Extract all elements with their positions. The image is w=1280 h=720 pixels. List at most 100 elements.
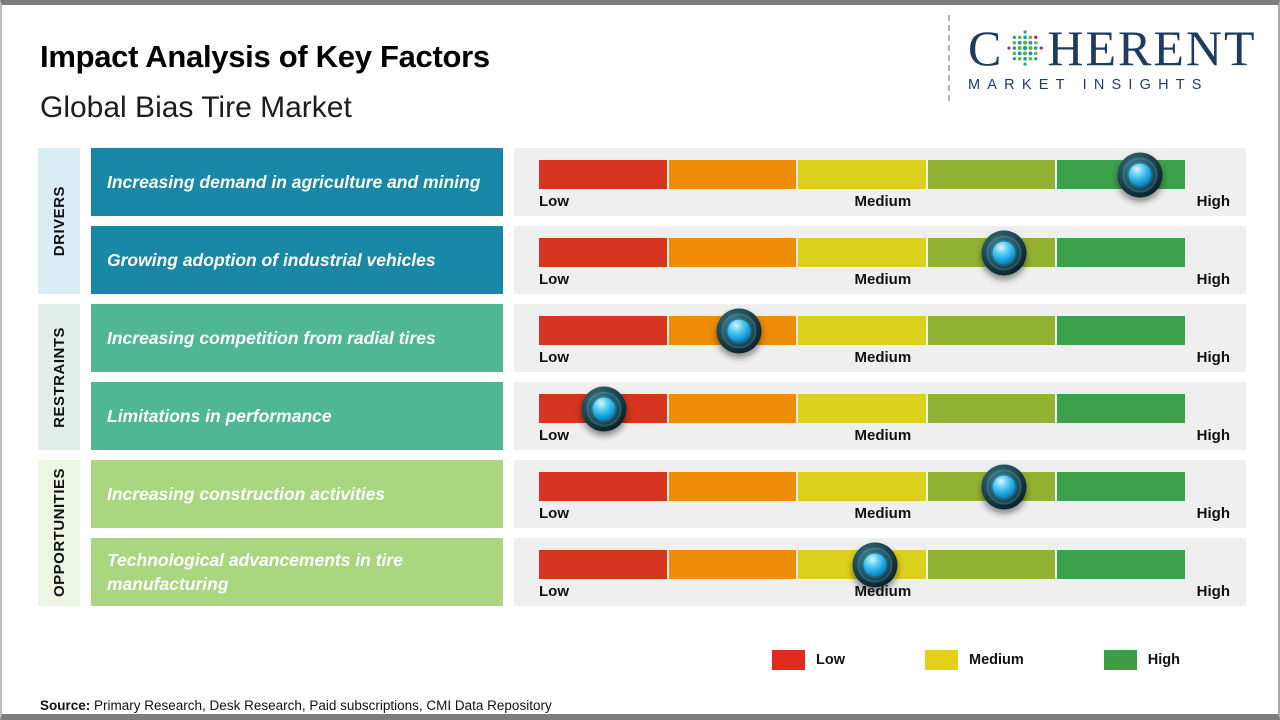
globe-icon (1007, 30, 1044, 66)
scale-label-medium: Medium (854, 193, 912, 210)
page-title: Impact Analysis of Key Factors (40, 39, 490, 74)
legend-swatch-low (772, 650, 805, 670)
knob-core (727, 319, 751, 342)
scale-label-high: High (1196, 505, 1230, 522)
impact-scale-bar (539, 152, 1185, 197)
scale-segment (668, 550, 797, 579)
scale-label-high: High (1196, 193, 1230, 210)
scale-segment (798, 238, 926, 267)
category-label-drivers: DRIVERS (50, 185, 68, 257)
scale-segment (539, 238, 667, 267)
scale-segment (539, 316, 667, 345)
legend-item-low: Low (772, 650, 845, 670)
scale-label-low: Low (539, 505, 569, 522)
impact-panel: Low Medium High (514, 304, 1246, 372)
scale-segment (668, 238, 797, 267)
impact-scale-bar (539, 308, 1185, 353)
scale-labels: Low Medium High (539, 271, 1230, 288)
scale-segment (668, 472, 797, 501)
scale-segment (798, 316, 926, 345)
scale-segment (539, 550, 667, 579)
scale-segment (927, 550, 1056, 579)
impact-slider-knob[interactable] (981, 230, 1027, 275)
brand-logo: C HERENT MARKET INSIGHTS (968, 23, 1264, 93)
impact-panel: Low Medium High (514, 538, 1246, 606)
scale-label-medium: Medium (854, 271, 912, 288)
scale-label-medium: Medium (854, 583, 912, 600)
factor-box: Increasing demand in agriculture and min… (91, 148, 503, 216)
brand-tagline: MARKET INSIGHTS (968, 77, 1209, 93)
scale-label-high: High (1196, 583, 1230, 600)
source-note: Source: Primary Research, Desk Research,… (40, 698, 552, 713)
impact-slider-knob[interactable] (1117, 152, 1163, 197)
category-label-restraints: RESTRAINTS (50, 326, 68, 428)
knob-core (592, 397, 616, 420)
impact-slider-knob[interactable] (981, 464, 1027, 509)
brand-letter-c: C (968, 20, 1004, 76)
impact-slider-knob[interactable] (852, 542, 898, 587)
scale-segment (798, 472, 926, 501)
knob-core (992, 241, 1016, 264)
scale-label-medium: Medium (854, 427, 912, 444)
factor-box: Increasing competition from radial tires (91, 304, 503, 372)
scale-label-low: Low (539, 193, 569, 210)
category-strip-drivers: DRIVERS (38, 148, 80, 294)
scale-segment (1057, 472, 1185, 501)
scale-labels: Low Medium High (539, 583, 1230, 600)
scale-segment (1057, 238, 1185, 267)
impact-matrix: DRIVERS RESTRAINTS OPPORTUNITIES Increas… (38, 148, 1246, 606)
factor-label: Technological advancements in tire manuf… (107, 549, 403, 595)
impact-slider-knob[interactable] (716, 308, 762, 353)
knob-core (863, 553, 887, 576)
scale-label-low: Low (539, 427, 569, 444)
scale-label-medium: Medium (854, 349, 912, 366)
factor-box: Technological advancements in tire manuf… (91, 538, 503, 606)
impact-scale-bar (539, 386, 1185, 431)
impact-panel: Low Medium High (514, 148, 1246, 216)
impact-slider-knob[interactable] (581, 386, 627, 431)
scale-label-high: High (1196, 349, 1230, 366)
scale-segment (1057, 394, 1185, 423)
logo-divider (948, 15, 950, 101)
impact-panel: Low Medium High (514, 226, 1246, 294)
legend-item-high: High (1103, 650, 1180, 670)
scale-segment (927, 394, 1056, 423)
impact-scale-bar (539, 542, 1185, 587)
scale-segment (927, 160, 1056, 189)
scale-segment (539, 472, 667, 501)
category-label-opportunities: OPPORTUNITIES (50, 468, 68, 598)
impact-panel: Low Medium High (514, 460, 1246, 528)
brand-letters-herent: HERENT (1047, 20, 1257, 76)
factor-label: Limitations in performance (107, 405, 332, 426)
legend-label-high: High (1147, 652, 1180, 668)
impact-scale-bar (539, 464, 1185, 509)
brand-wordmark: C HERENT (968, 23, 1264, 73)
scale-labels: Low Medium High (539, 193, 1230, 210)
source-text: Primary Research, Desk Research, Paid su… (94, 698, 552, 713)
impact-scale-bar (539, 230, 1185, 275)
scale-label-medium: Medium (854, 505, 912, 522)
scale-segment (798, 160, 926, 189)
factor-box: Increasing construction activities (91, 460, 503, 528)
scale-label-high: High (1196, 427, 1230, 444)
legend-swatch-high (1103, 650, 1137, 670)
scale-segment (1057, 316, 1185, 345)
scale-label-low: Low (539, 349, 569, 366)
knob-core (992, 475, 1016, 498)
scale-labels: Low Medium High (539, 505, 1230, 522)
source-label: Source: (40, 698, 91, 713)
factor-box: Limitations in performance (91, 382, 503, 450)
scale-labels: Low Medium High (539, 427, 1230, 444)
scale-label-low: Low (539, 583, 569, 600)
scale-segment (927, 316, 1056, 345)
knob-core (1128, 163, 1152, 186)
scale-segment (668, 394, 797, 423)
legend-label-medium: Medium (969, 652, 1024, 668)
scale-labels: Low Medium High (539, 349, 1230, 366)
legend: Low Medium High (38, 650, 1246, 670)
factor-label: Increasing competition from radial tires (107, 327, 436, 348)
scale-segment (1057, 550, 1185, 579)
factor-box: Growing adoption of industrial vehicles (91, 226, 503, 294)
scale-segment (539, 160, 667, 189)
